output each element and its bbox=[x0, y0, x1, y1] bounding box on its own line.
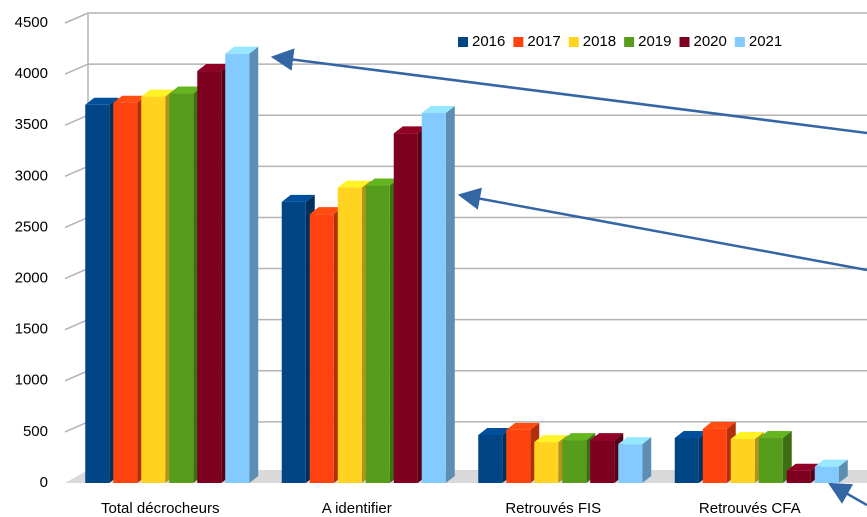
bar-front bbox=[534, 442, 559, 483]
bar-top bbox=[365, 178, 399, 186]
legend-label: 2020 bbox=[694, 33, 727, 50]
bar-top bbox=[814, 459, 848, 467]
bar-front bbox=[786, 470, 811, 483]
bar-top bbox=[197, 64, 231, 72]
bar-front bbox=[674, 438, 699, 483]
bar-front bbox=[506, 429, 531, 483]
legend-label: 2016 bbox=[472, 33, 505, 50]
y-tick-label: 2000 bbox=[15, 270, 48, 287]
bar-top bbox=[534, 435, 568, 443]
bar-front bbox=[730, 439, 755, 483]
bar-top bbox=[281, 194, 315, 202]
legend: 2016 2017 2018 2019 2020 2021 bbox=[458, 33, 782, 50]
y-tick-label: 4500 bbox=[15, 14, 48, 31]
bar-front bbox=[421, 112, 446, 483]
bar-top bbox=[393, 126, 427, 134]
bar-front bbox=[197, 71, 222, 484]
floor bbox=[65, 470, 867, 483]
arrow bbox=[270, 48, 867, 135]
bar-top bbox=[141, 89, 175, 97]
bar-top bbox=[674, 431, 708, 439]
arrow bbox=[457, 187, 867, 272]
bar-front bbox=[365, 185, 390, 484]
bar bbox=[758, 431, 792, 483]
bar-top bbox=[421, 105, 455, 113]
y-tick-label: 1000 bbox=[15, 372, 48, 389]
grid-line bbox=[64, 63, 867, 75]
bar-front bbox=[618, 444, 643, 483]
legend-label: 2017 bbox=[527, 33, 560, 50]
legend-label: 2021 bbox=[749, 33, 782, 50]
bar-top bbox=[225, 46, 259, 54]
bar-front bbox=[113, 102, 138, 483]
bar-front bbox=[169, 93, 194, 484]
bar-side bbox=[249, 46, 259, 484]
y-tick-label: 500 bbox=[23, 423, 48, 440]
bar-front bbox=[758, 438, 783, 483]
bar bbox=[618, 437, 652, 483]
bar-front bbox=[393, 133, 418, 483]
bars bbox=[85, 46, 848, 484]
bar-top bbox=[590, 433, 624, 441]
bar-top bbox=[562, 433, 596, 441]
bar-front bbox=[141, 96, 166, 483]
legend-swatch bbox=[679, 37, 690, 47]
bar-side bbox=[838, 459, 848, 483]
bar-top bbox=[113, 95, 147, 103]
bar-top bbox=[786, 463, 820, 471]
bar-front bbox=[590, 440, 615, 483]
bar-top bbox=[169, 86, 203, 94]
bar-top bbox=[506, 422, 540, 430]
bar-front bbox=[337, 187, 362, 484]
legend-label: 2018 bbox=[583, 33, 616, 50]
bar-front bbox=[281, 201, 306, 483]
x-tick-label: Retrouvés CFA bbox=[699, 500, 801, 517]
legend-swatch bbox=[458, 37, 468, 47]
y-tick-label: 1500 bbox=[15, 321, 48, 338]
bar bbox=[421, 105, 455, 483]
bar bbox=[814, 459, 848, 483]
grid-line bbox=[64, 12, 867, 24]
bar-top bbox=[702, 421, 736, 429]
x-tick-label: Total décrocheurs bbox=[101, 500, 219, 517]
bar-top bbox=[478, 427, 512, 435]
bar-top bbox=[758, 431, 792, 439]
bar-top bbox=[730, 432, 764, 440]
annotations bbox=[270, 48, 867, 507]
bar-front bbox=[702, 428, 727, 483]
legend-swatch bbox=[734, 37, 745, 47]
x-tick-label: Retrouvés FIS bbox=[505, 500, 601, 517]
y-tick-label: 3000 bbox=[15, 167, 48, 184]
y-tick-label: 3500 bbox=[15, 116, 48, 133]
legend-label: 2019 bbox=[638, 33, 671, 50]
legend-swatch bbox=[624, 37, 635, 47]
bar-top bbox=[618, 437, 652, 445]
bar-top bbox=[85, 97, 119, 105]
legend-swatch bbox=[513, 37, 524, 47]
bar-front bbox=[309, 214, 334, 483]
y-tick-label: 2500 bbox=[15, 218, 48, 235]
bar-side bbox=[642, 437, 652, 483]
bar-top bbox=[309, 207, 343, 215]
bar-front bbox=[814, 466, 839, 483]
y-tick-label: 4000 bbox=[15, 65, 48, 82]
y-tick-label: 0 bbox=[40, 474, 48, 491]
bar-front bbox=[478, 434, 503, 483]
bar-front bbox=[85, 104, 110, 484]
bar-top bbox=[337, 180, 371, 188]
bar-front bbox=[562, 440, 587, 483]
bar-side bbox=[445, 105, 455, 483]
x-tick-label: A identifier bbox=[322, 500, 392, 517]
legend-swatch bbox=[568, 37, 579, 47]
arrow bbox=[828, 482, 867, 507]
bar bbox=[225, 46, 259, 484]
bar-front bbox=[225, 53, 250, 484]
